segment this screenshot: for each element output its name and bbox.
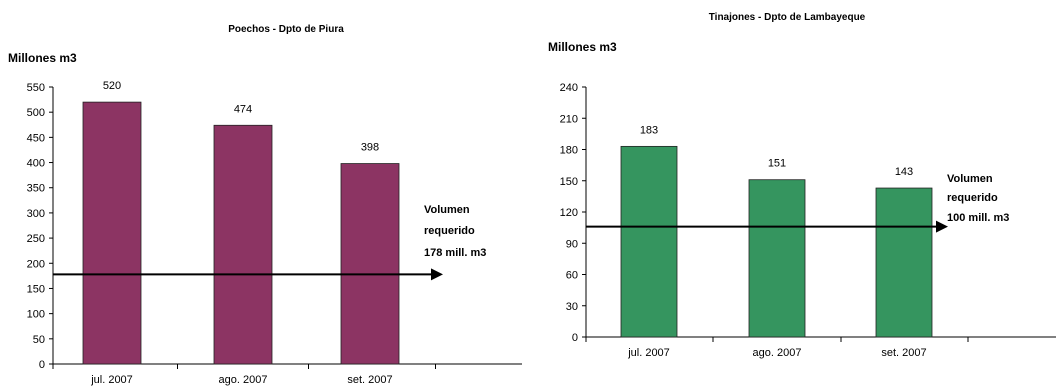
category-label: jul. 2007: [627, 347, 670, 359]
y-tick-label: 400: [27, 158, 45, 170]
category-label: set. 2007: [347, 374, 392, 386]
y-tick-label: 150: [560, 176, 578, 188]
annotation-text: 100 mill. m3: [947, 212, 1009, 224]
y-tick-label: 250: [27, 233, 45, 245]
y-tick-label: 120: [560, 207, 578, 219]
data-label: 143: [895, 166, 913, 178]
y-tick-label: 300: [27, 208, 45, 220]
y-axis-label: Millones m3: [548, 40, 617, 54]
chart-poechos: Poechos - Dpto de Piura Millones m3 0 50 100…: [8, 24, 522, 386]
category-label: ago. 2007: [753, 347, 802, 359]
y-tick-label: 180: [560, 145, 578, 157]
y-tick-label: 150: [27, 283, 45, 295]
bar: [875, 187, 933, 338]
chart-tinajones: Tinajones - Dpto de Lambayeque Millones m…: [548, 12, 1056, 359]
y-tick-label: 240: [560, 82, 578, 94]
y-tick-label: 350: [27, 183, 45, 195]
y-tick-label: 0: [39, 359, 45, 371]
annotation-text: Volumen: [424, 204, 470, 216]
data-label: 474: [234, 103, 252, 115]
annotation-text: requerido: [947, 192, 998, 204]
y-tick-label: 0: [572, 332, 578, 344]
data-label: 398: [361, 142, 379, 154]
y-tick-label: 60: [566, 270, 578, 282]
reference-arrowhead: [431, 268, 443, 281]
y-axis-label: Millones m3: [8, 51, 77, 65]
reference-arrowhead: [936, 220, 948, 233]
y-tick-label: 500: [27, 107, 45, 119]
annotation-text: 178 mill. m3: [424, 247, 486, 259]
category-label: set. 2007: [881, 347, 926, 359]
chart-title: Tinajones - Dpto de Lambayeque: [709, 12, 866, 23]
category-label: jul. 2007: [90, 374, 133, 386]
bar: [748, 179, 806, 338]
bar: [620, 145, 678, 338]
y-tick-label: 550: [27, 82, 45, 94]
y-tick-label: 210: [560, 113, 578, 125]
bar: [340, 163, 400, 365]
y-tick-label: 100: [27, 309, 45, 321]
data-label: 151: [768, 158, 786, 170]
y-tick-label: 50: [33, 334, 45, 346]
y-tick-label: 450: [27, 132, 45, 144]
y-tick-label: 90: [566, 238, 578, 250]
chart-title: Poechos - Dpto de Piura: [228, 24, 344, 35]
annotation-text: requerido: [424, 225, 475, 237]
y-tick-label: 30: [566, 301, 578, 313]
annotation-text: Volumen: [947, 173, 993, 185]
bar: [82, 101, 142, 365]
category-label: ago. 2007: [219, 374, 268, 386]
data-label: 183: [640, 124, 658, 136]
data-label: 520: [103, 80, 121, 92]
y-tick-label: 200: [27, 258, 45, 270]
bar: [213, 124, 273, 365]
